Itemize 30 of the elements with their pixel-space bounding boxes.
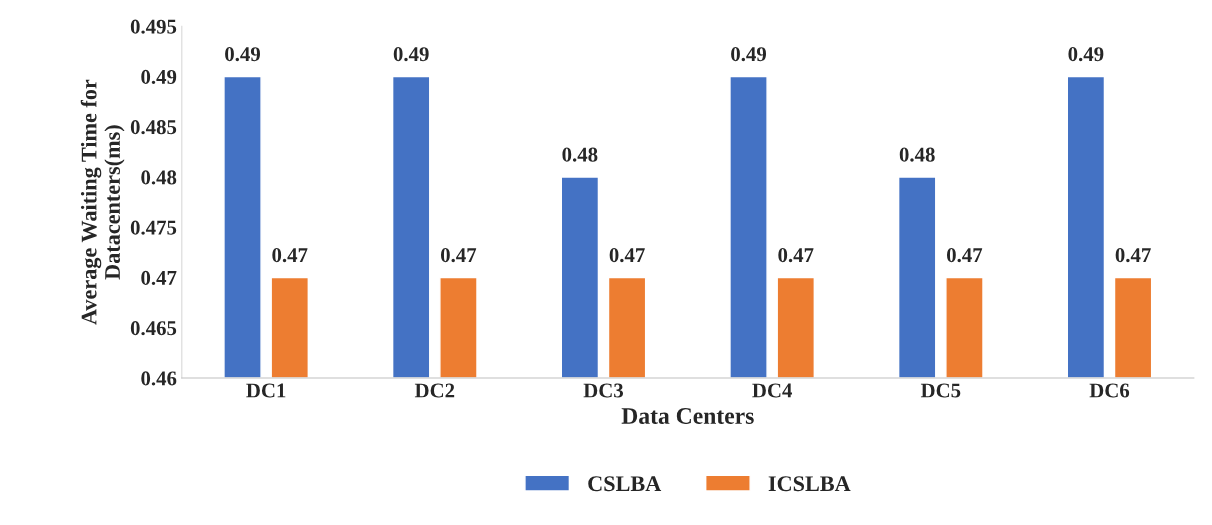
data-label: 0.48 (899, 147, 935, 162)
data-label: 0.49 (731, 47, 767, 62)
legend-label: CSLBA (588, 476, 662, 492)
y-tick-label: 0.49 (141, 69, 177, 85)
y-tick-label: 0.47 (141, 270, 177, 286)
y-tick-label: 0.48 (141, 170, 177, 185)
data-label: 0.47 (440, 248, 477, 263)
y-axis-title: Average Waiting Time for Datacenters(ms) (80, 79, 125, 325)
y-tick-label: 0.495 (130, 19, 177, 34)
data-label: 0.49 (393, 47, 429, 62)
x-tick-label: DC3 (583, 383, 624, 398)
data-label: 0.47 (609, 248, 645, 263)
x-tick-label: DC4 (752, 383, 793, 398)
data-label: 0.47 (946, 248, 983, 263)
y-tick-label: 0.46 (141, 371, 177, 386)
x-tick-label: DC2 (414, 383, 455, 398)
x-tick-label: DC5 (920, 383, 961, 398)
data-label: 0.49 (225, 47, 260, 62)
y-tick-label: 0.475 (130, 220, 177, 235)
data-label: 0.49 (1068, 47, 1104, 62)
data-label: 0.48 (562, 147, 598, 162)
y-tick-label: 0.465 (130, 321, 177, 336)
legend-label: ICSLBA (768, 476, 851, 492)
data-label: 0.47 (272, 248, 308, 263)
x-tick-label: DC1 (246, 383, 286, 398)
x-tick-label: DC6 (1089, 383, 1130, 398)
y-tick-label: 0.485 (130, 120, 177, 135)
data-label: 0.47 (1115, 248, 1151, 263)
data-label: 0.47 (778, 248, 814, 263)
x-axis-title: Data Centers (621, 408, 754, 424)
